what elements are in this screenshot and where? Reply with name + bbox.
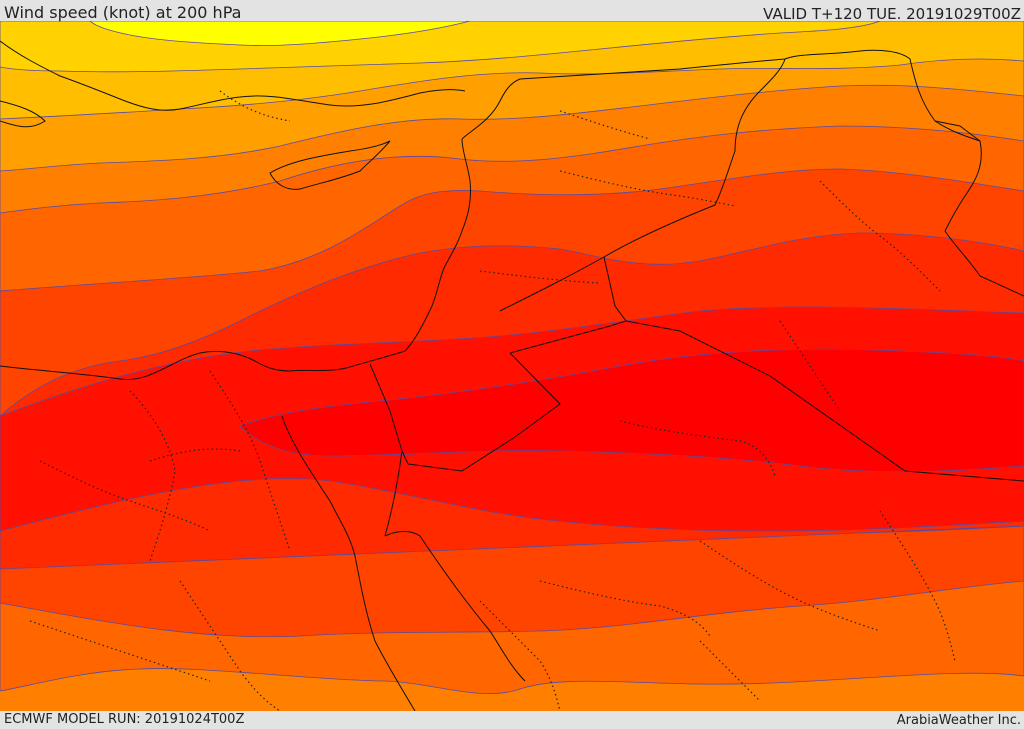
wind-speed-map [0,21,1024,711]
footer-bar: ECMWF MODEL RUN: 20191024T00Z ArabiaWeat… [0,711,1024,729]
model-run-label: ECMWF MODEL RUN: 20191024T00Z [4,712,245,727]
header-bar: Wind speed (knot) at 200 hPa VALID T+120… [0,0,1024,23]
map-title: Wind speed (knot) at 200 hPa [4,3,242,22]
wind-jet-max [239,348,1024,473]
wind-band-north-7 [89,21,471,46]
valid-time-label: VALID T+120 TUE. 20191029T00Z [763,5,1021,23]
coastlines [0,40,981,711]
provider-credit: ArabiaWeather Inc. [896,713,1021,728]
political-borders [369,58,1024,482]
admin-borders [29,90,956,711]
